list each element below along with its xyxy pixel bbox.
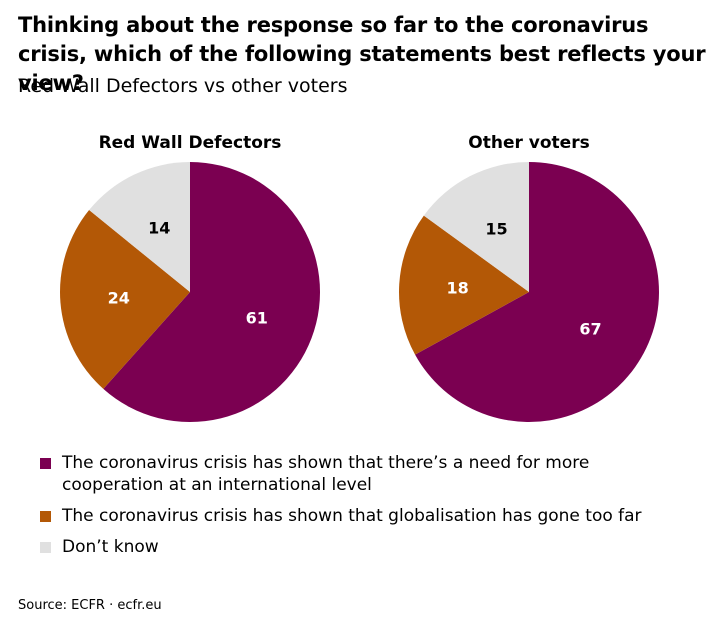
pie-slice-globalisation	[60, 210, 190, 389]
pie-slice-globalisation	[399, 215, 529, 355]
legend-swatch-globalisation	[40, 511, 51, 522]
pie-data-label-dont-know: 14	[148, 218, 170, 237]
legend-item-dont-know: Don’t know	[40, 536, 690, 558]
legend: The coronavirus crisis has shown that th…	[40, 452, 690, 567]
pie-charts: Red Wall Defectors 61 24 14 Other voters 67 18…	[60, 133, 659, 423]
legend-swatch-cooperation	[40, 458, 51, 469]
source-note: Source: ECFR · ecfr.eu	[18, 598, 162, 613]
pie-chart-2: Other voters 67 18 15	[399, 133, 659, 423]
pie-data-label-globalisation: 24	[108, 289, 130, 308]
legend-label-globalisation: The coronavirus crisis has shown that gl…	[62, 506, 642, 526]
legend-label-cooperation: The coronavirus crisis has shown that th…	[62, 453, 590, 495]
pie-data-label-dont-know: 15	[485, 219, 507, 238]
legend-item-cooperation: The coronavirus crisis has shown that th…	[40, 452, 690, 496]
pie-data-label-globalisation: 18	[446, 279, 468, 298]
pie-title: Red Wall Defectors	[99, 133, 282, 153]
pie-slice-dont-know	[423, 162, 529, 292]
pie-slice-dont-know	[89, 162, 190, 292]
pie-title: Other voters	[468, 133, 589, 153]
legend-label-dont-know: Don’t know	[62, 537, 159, 557]
pie-data-label-cooperation: 61	[246, 309, 268, 328]
pie-slice-cooperation	[103, 162, 321, 422]
chart-subtitle: Red Wall Defectors vs other voters	[18, 75, 348, 97]
legend-item-globalisation: The coronavirus crisis has shown that gl…	[40, 505, 690, 527]
pie-slice-cooperation	[415, 162, 659, 423]
legend-swatch-dont-know	[40, 542, 51, 553]
chart-title: Thinking about the response so far to th…	[18, 13, 706, 95]
pie-chart-1: Red Wall Defectors 61 24 14	[60, 133, 321, 422]
pie-data-label-cooperation: 67	[579, 319, 601, 338]
